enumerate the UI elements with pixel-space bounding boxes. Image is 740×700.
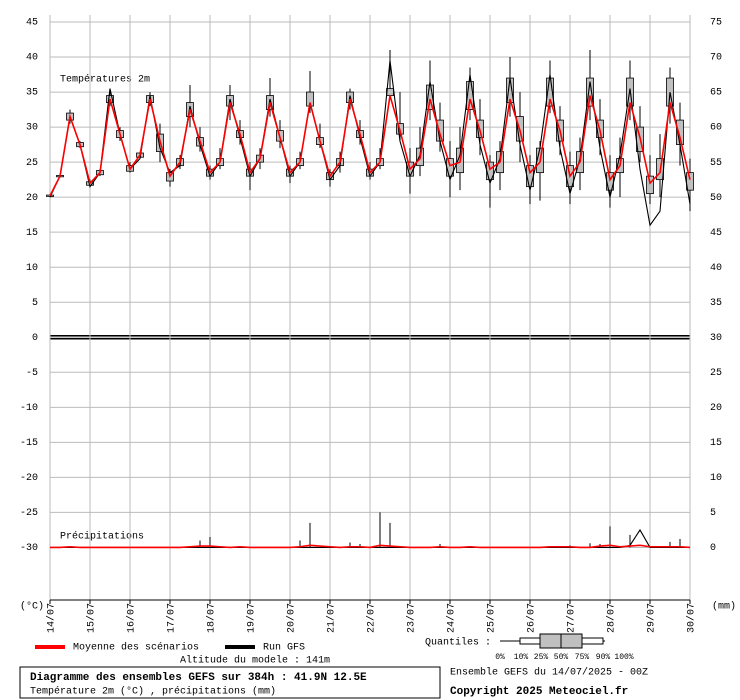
panel-label: Températures 2m	[60, 74, 150, 86]
y2-tick-label: 75	[710, 18, 722, 29]
y-tick-label: 5	[32, 298, 38, 309]
quartile-box	[526, 165, 534, 188]
info-box	[19, 666, 441, 699]
x-tick-label: 15/07	[86, 603, 98, 633]
subtitle: Température 2m (°C) , précipitations (mm…	[30, 686, 276, 698]
quantile-label: 50%	[554, 653, 569, 662]
copyright: Copyright 2025 Meteociel.fr	[450, 686, 628, 698]
y2-tick-label: 70	[710, 53, 722, 64]
legend-label: Moyenne des scénarios	[73, 642, 199, 654]
quantile-label: 25%	[534, 653, 549, 662]
y-tick-label: 40	[26, 53, 38, 64]
x-tick-label: 28/07	[606, 603, 618, 633]
x-tick-label: 26/07	[526, 603, 538, 633]
x-tick-label: 19/07	[246, 603, 258, 633]
quantiles-label: Quantiles :	[425, 637, 491, 649]
y-tick-label: 20	[26, 193, 38, 204]
y2-tick-label: 5	[710, 508, 716, 519]
precip-line	[50, 544, 691, 549]
x-tick-label: 30/07	[686, 603, 698, 633]
y2-tick-label: 10	[710, 473, 722, 484]
y-tick-label: -30	[20, 543, 38, 554]
x-tick-label: 17/07	[166, 603, 178, 633]
quantile-label: 75%	[575, 653, 590, 662]
y-tick-label: 10	[26, 263, 38, 274]
y-tick-label: -10	[20, 403, 38, 414]
y2-tick-label: 20	[710, 403, 722, 414]
x-tick-label: 27/07	[566, 603, 578, 633]
y-tick-label: 45	[26, 18, 38, 29]
y2-axis-label: (mm)	[712, 601, 736, 613]
y-tick-label: 15	[26, 228, 38, 239]
temperature-line	[49, 95, 691, 197]
y-tick-label: -15	[20, 438, 38, 449]
y2-tick-label: 30	[710, 333, 722, 344]
y-tick-label: -20	[20, 473, 38, 484]
y2-tick-label: 15	[710, 438, 722, 449]
quantile-label: 0%	[495, 653, 505, 662]
y2-tick-label: 50	[710, 193, 722, 204]
altitude: Altitude du modele : 141m	[180, 655, 330, 667]
y2-tick-label: 65	[710, 88, 722, 99]
x-tick-label: 21/07	[326, 603, 338, 633]
y-axis-label: (°C)	[20, 601, 44, 613]
x-tick-label: 23/07	[406, 603, 418, 633]
quantile-label: 90%	[596, 653, 611, 662]
y2-tick-label: 60	[710, 123, 722, 134]
y-tick-label: 35	[26, 88, 38, 99]
quartile-box	[586, 77, 594, 107]
y-tick-label: 25	[26, 158, 38, 169]
quantile-label: 10%	[514, 653, 529, 662]
y2-tick-label: 35	[710, 298, 722, 309]
y2-tick-label: 25	[710, 368, 722, 379]
y-tick-label: 30	[26, 123, 38, 134]
quantile-key	[500, 633, 605, 649]
y2-tick-label: 40	[710, 263, 722, 274]
quantile-label: 100%	[614, 653, 633, 662]
x-tick-label: 14/07	[46, 603, 58, 633]
temperature-line	[49, 60, 691, 227]
x-tick-label: 16/07	[126, 603, 138, 633]
quartile-box	[646, 175, 654, 195]
x-tick-label: 24/07	[446, 603, 458, 633]
panel-label: Précipitations	[60, 531, 144, 543]
x-tick-label: 22/07	[366, 603, 378, 633]
y-tick-label: 0	[32, 333, 38, 344]
x-tick-label: 18/07	[206, 603, 218, 633]
title: Diagramme des ensembles GEFS sur 384h : …	[30, 672, 367, 684]
x-tick-label: 29/07	[646, 603, 658, 633]
legend-label: Run GFS	[263, 643, 305, 654]
y2-tick-label: 55	[710, 158, 722, 169]
x-tick-label: 20/07	[286, 603, 298, 633]
y-tick-label: -5	[26, 368, 38, 379]
y2-tick-label: 45	[710, 228, 722, 239]
x-tick-label: 25/07	[486, 603, 498, 633]
source: Ensemble GEFS du 14/07/2025 - 00Z	[450, 667, 648, 679]
y-tick-label: -25	[20, 508, 38, 519]
y2-tick-label: 0	[710, 543, 716, 554]
